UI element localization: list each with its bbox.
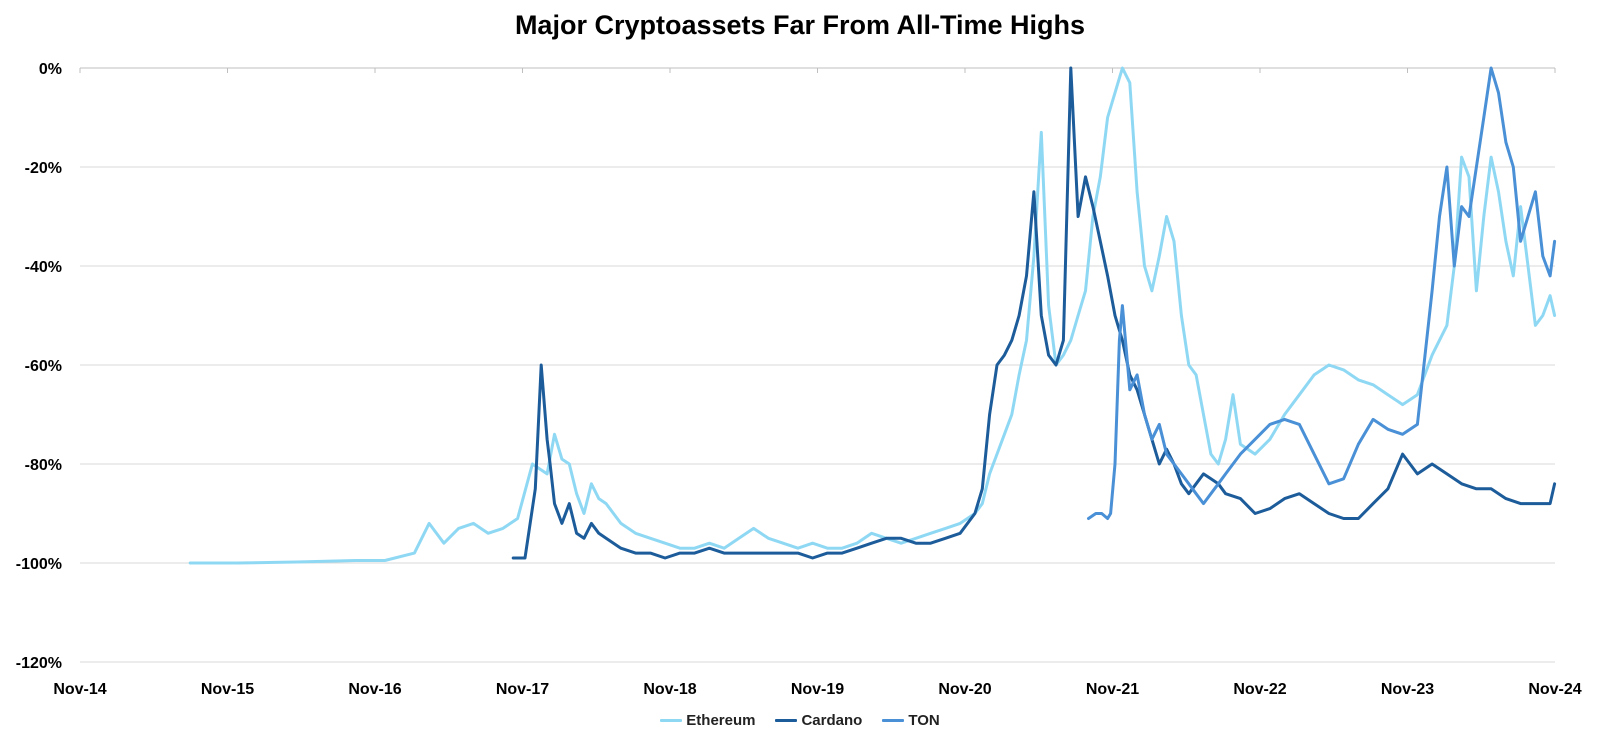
x-tick-label: Nov-22 [1233, 681, 1286, 698]
legend-label: Cardano [801, 712, 863, 729]
x-tick-label: Nov-19 [791, 681, 844, 698]
y-tick-label: -120% [16, 655, 62, 672]
x-tick-label: Nov-21 [1086, 681, 1139, 698]
series-line-ton [1087, 66, 1557, 520]
line-chart-plot: 0% -20% -40% -60% -80% -100% -120% Nov-14 Nov-15… [16, 61, 1582, 698]
x-tick-label: Nov-17 [496, 681, 549, 698]
x-tick-label: Nov-14 [53, 681, 106, 698]
legend-swatch [882, 719, 905, 722]
x-tick-label: Nov-15 [201, 681, 254, 698]
legend-item-ethereum: Ethereum [660, 712, 755, 729]
legend-item-cardano: Cardano [775, 712, 862, 729]
legend-item-ton: TON [882, 712, 940, 729]
x-tick-label: Nov-16 [348, 681, 401, 698]
legend-label: TON [908, 712, 940, 729]
axis-layer: 0% -20% -40% -60% -80% -100% -120% Nov-14 Nov-15… [16, 61, 1582, 698]
legend: Ethereum Cardano TON [0, 712, 1600, 729]
y-tick-label: -60% [25, 358, 62, 375]
x-tick-label: Nov-23 [1381, 681, 1434, 698]
legend-label: Ethereum [686, 712, 756, 729]
chart-title: Major Cryptoassets Far From All-Time Hig… [514, 10, 1086, 40]
legend-swatch [660, 719, 683, 722]
series-layer [188, 66, 1557, 565]
x-tick-label: Nov-24 [1528, 681, 1581, 698]
y-tick-label: 0% [39, 61, 62, 78]
series-line-ethereum [188, 66, 1557, 565]
legend-swatch [775, 719, 798, 722]
y-tick-label: -40% [25, 259, 62, 276]
grid-layer [80, 166, 1555, 663]
series-line-cardano [511, 66, 1557, 560]
y-tick-label: -80% [25, 457, 62, 474]
y-tick-label: -100% [16, 556, 62, 573]
x-tick-label: Nov-20 [938, 681, 991, 698]
y-tick-label: -20% [25, 160, 62, 177]
x-tick-label: Nov-18 [643, 681, 696, 698]
